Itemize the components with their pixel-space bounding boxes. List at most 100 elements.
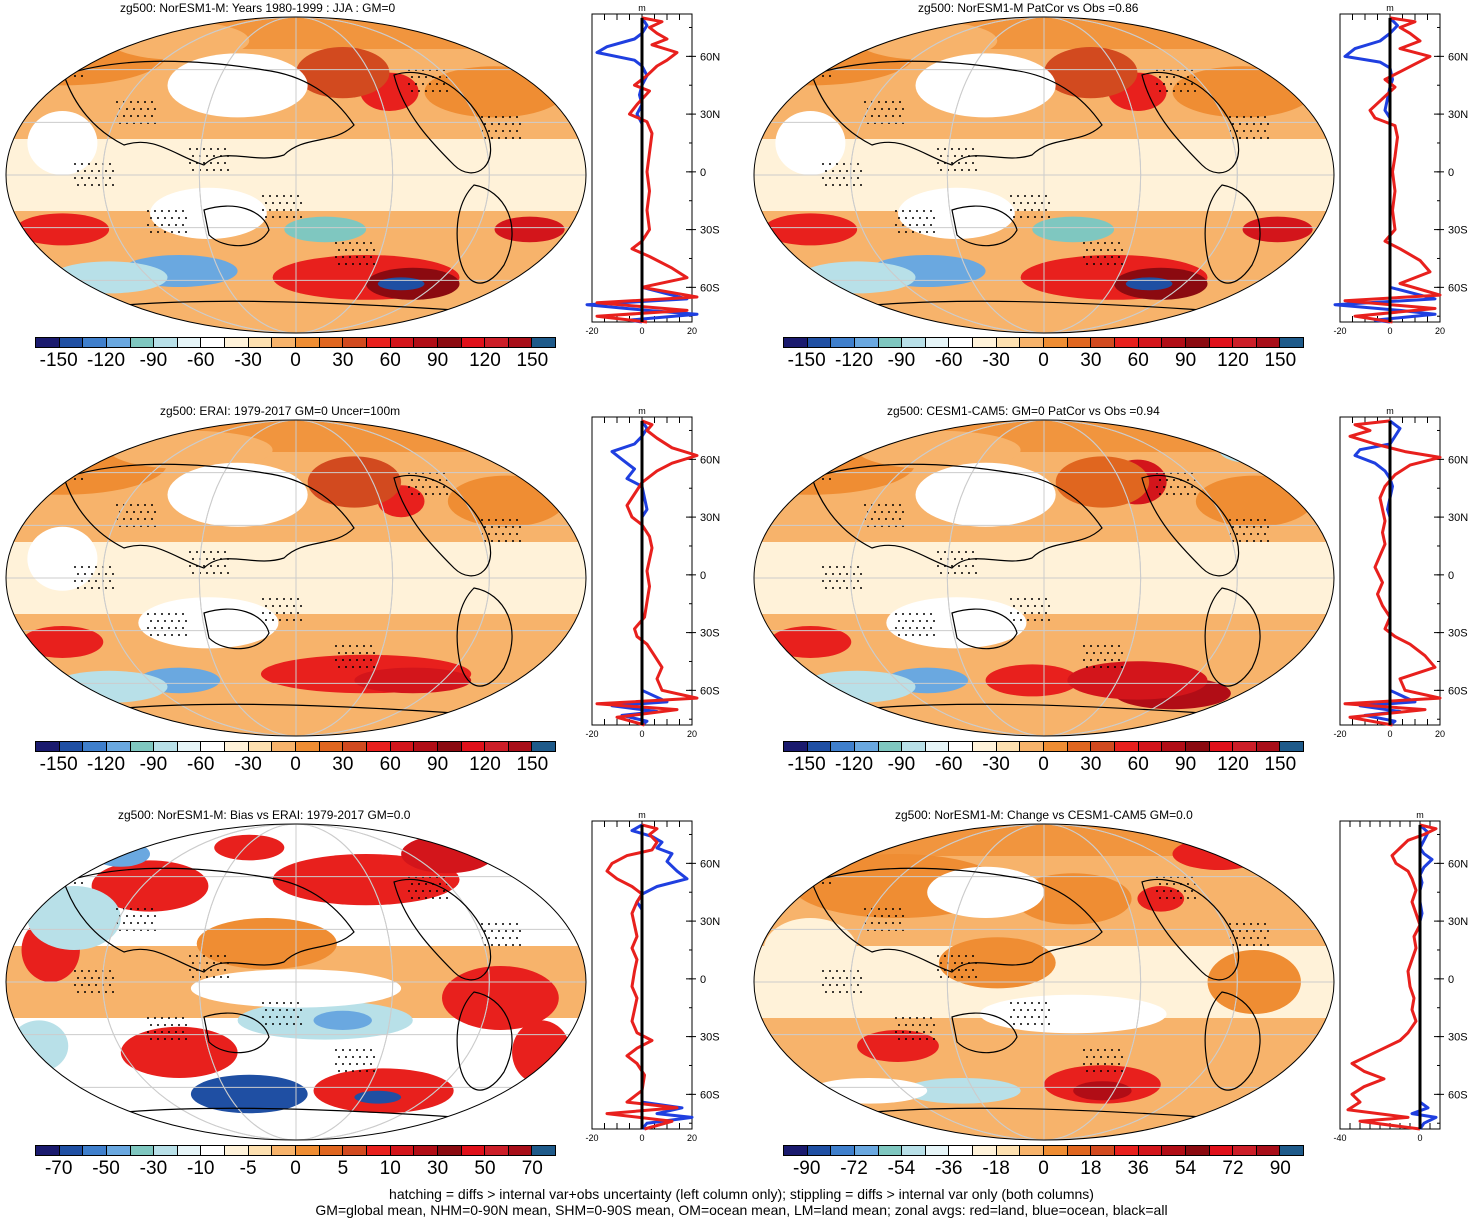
colorbar-swatch	[1209, 742, 1234, 751]
colorbar	[783, 741, 1304, 752]
anomaly-region	[401, 834, 495, 874]
map-outline	[753, 419, 1335, 737]
zonal-x-tick-label: 20	[687, 729, 697, 739]
colorbar-swatch	[925, 1146, 950, 1155]
colorbar-swatch	[106, 1146, 131, 1155]
map-outline	[5, 823, 587, 1141]
map-outline	[5, 16, 587, 334]
colorbar-tick-label: -90	[887, 350, 916, 371]
colorbar-swatch	[461, 742, 486, 751]
anomaly-region	[1067, 661, 1208, 700]
colorbar-tick-label: -10	[187, 1158, 215, 1179]
anomaly-region	[915, 53, 1056, 118]
map-outline	[5, 419, 587, 737]
colorbar-tick-label: 0	[290, 754, 301, 775]
anomaly-region	[769, 626, 852, 658]
colorbar-tick-label: 150	[516, 350, 549, 371]
anomaly-region	[985, 664, 1080, 697]
colorbar-tick-label: -30	[139, 1158, 168, 1179]
colorbar-tick-label: -50	[92, 1158, 120, 1179]
colorbar-swatch	[1280, 338, 1304, 347]
zonal-x-tick-label: 0	[639, 729, 644, 739]
colorbar-swatch	[1138, 1146, 1163, 1155]
colorbar-swatch	[1162, 1146, 1186, 1155]
zonal-lat-label: 0	[700, 167, 706, 179]
colorbar-swatch	[949, 1146, 974, 1155]
zonal-lat-label: 30N	[700, 512, 720, 524]
colorbar-tick-label: 30	[332, 350, 354, 371]
colorbar-tick-label: -30	[982, 350, 1010, 371]
colorbar-swatch	[1020, 742, 1045, 751]
colorbar-swatch	[343, 1146, 367, 1155]
colorbar-tick-label: 54	[1175, 1158, 1197, 1179]
map-panel	[753, 823, 1335, 1141]
colorbar-swatch	[461, 1146, 486, 1155]
zonal-mean-plot: m -20 0 20 60N 30N 0 30S 60S	[1333, 3, 1468, 336]
zonal-unit-label: m	[638, 406, 646, 416]
colorbar-swatch	[36, 742, 60, 751]
zonal-mean-plot: m -20 0 20 60N 30N 0 30S 60S	[585, 3, 720, 336]
anomaly-region	[284, 216, 367, 243]
anomaly-region	[927, 866, 1044, 918]
colorbar-tick-label: -60	[935, 350, 963, 371]
anomaly-region	[1032, 216, 1115, 243]
colorbar-swatch	[831, 1146, 855, 1155]
anomaly-region	[354, 667, 472, 694]
colorbar-swatch	[532, 1146, 556, 1155]
colorbar-swatch	[973, 338, 997, 347]
anomaly-region	[763, 918, 858, 982]
colorbar-swatch	[1067, 338, 1092, 347]
zonal-land-line	[1346, 823, 1438, 1131]
colorbar-swatch	[201, 742, 226, 751]
anomaly-region	[494, 216, 565, 243]
colorbar-swatch	[1185, 338, 1210, 347]
colorbar-labels: -90 -72 -54 -36 -18 0 18 36 54 72 90	[783, 1158, 1304, 1182]
zonal-lat-label: 60S	[1448, 1089, 1468, 1101]
map-outline	[753, 16, 1335, 334]
zonal-mean-plot: m -20 0 20 60N 30N 0 30S 60S	[585, 406, 720, 739]
panel-title: zg500: NorESM1-M: Bias vs ERAI: 1979-201…	[118, 808, 411, 822]
colorbar-swatch	[154, 338, 178, 347]
colorbar-swatch	[996, 338, 1021, 347]
colorbar-tick-label: 120	[1217, 350, 1249, 371]
colorbar-tick-label: -18	[982, 1158, 1010, 1179]
zonal-lat-label: 0	[1448, 167, 1454, 179]
anomaly-region	[763, 213, 858, 246]
anomaly-region	[1073, 1081, 1132, 1101]
colorbar-tick-label: -150	[39, 754, 78, 775]
colorbar-tick-label: 90	[1175, 350, 1197, 371]
colorbar-swatch	[1233, 742, 1257, 751]
zonal-lat-label: 30N	[1448, 109, 1468, 121]
anomaly-region	[938, 937, 1056, 989]
colorbar-tick-label: -70	[44, 1158, 73, 1179]
colorbar-tick-label: 150	[1264, 350, 1297, 371]
zonal-ocean-line	[1410, 823, 1438, 1130]
colorbar-swatch	[902, 742, 926, 751]
colorbar-swatch	[272, 338, 297, 347]
colorbar-tick-label: 18	[1080, 1158, 1102, 1179]
colorbar-tick-label: -60	[187, 350, 215, 371]
anomaly-region	[775, 111, 846, 175]
colorbar-swatch	[1280, 742, 1304, 751]
anomaly-region	[354, 1090, 402, 1104]
colorbar-swatch	[508, 338, 533, 347]
zonal-mean-plot: m -20 0 20 60N 30N 0 30S 60S	[1333, 406, 1468, 739]
colorbar-swatch	[878, 338, 903, 347]
colorbar-tick-label: 10	[379, 1158, 401, 1179]
zonal-x-tick-label: -20	[1333, 729, 1346, 739]
zonal-lat-label: 30N	[1448, 916, 1468, 928]
colorbar-swatch	[532, 742, 556, 751]
colorbar-tick-label: 120	[1217, 754, 1249, 775]
colorbar-swatch	[177, 338, 202, 347]
zonal-lat-label: 60N	[700, 51, 720, 63]
zonal-x-tick-label: -20	[585, 729, 598, 739]
colorbar-tick-label: 0	[1038, 754, 1049, 775]
colorbar-tick-label: 120	[469, 754, 501, 775]
colorbar-tick-label: -30	[982, 754, 1010, 775]
anomaly-region	[1172, 66, 1313, 118]
anomaly-region	[272, 854, 460, 906]
colorbar-swatch	[784, 1146, 808, 1155]
colorbar-tick-label: -150	[787, 754, 826, 775]
colorbar-swatch	[106, 338, 131, 347]
colorbar-swatch	[36, 1146, 60, 1155]
